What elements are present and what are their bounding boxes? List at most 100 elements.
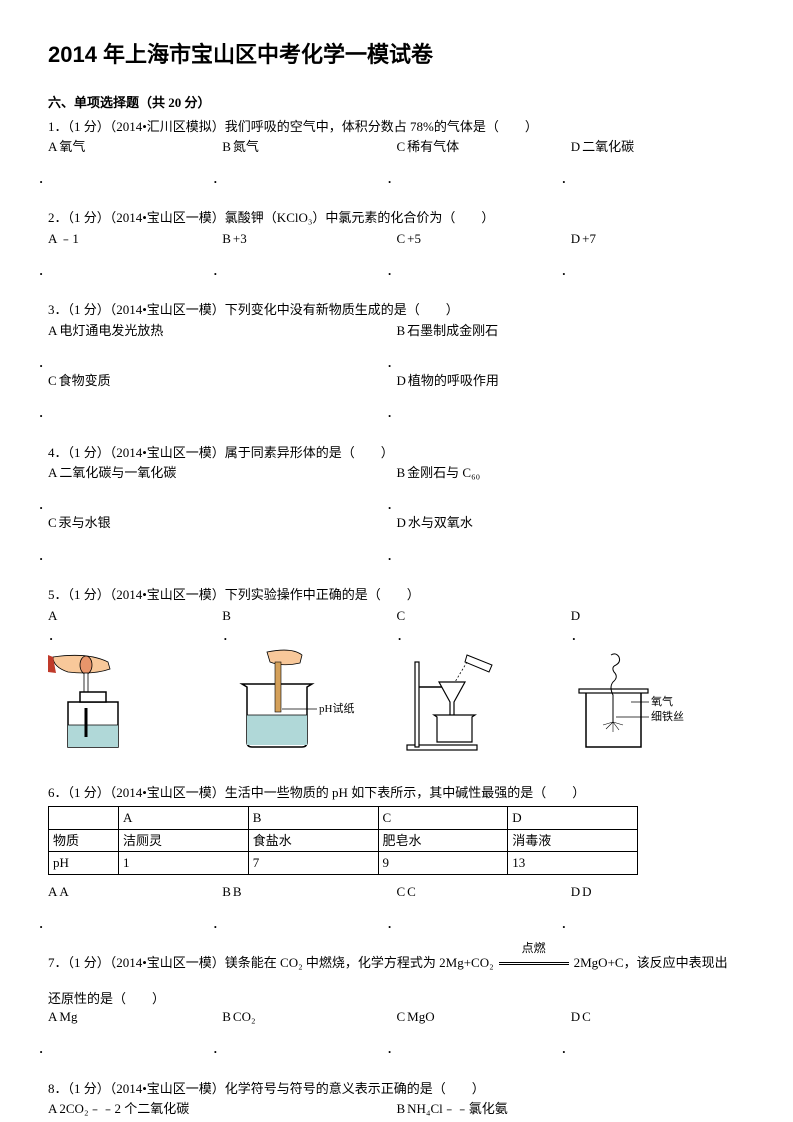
q5-image-d-combustion-icon: 氧气 细铁丝 <box>571 647 711 757</box>
q7-opt-d: C <box>582 1008 591 1026</box>
q6-r0c1: 洁厕灵 <box>119 829 249 852</box>
dot: ． <box>387 262 422 280</box>
q2-opt-b-letter: B <box>222 230 231 248</box>
q1-opt-a-letter: A <box>48 138 57 156</box>
q5-stem: 5．（1 分）（2014•宝山区一模）下列实验操作中正确的是（ ） <box>48 585 745 605</box>
q6-r1c4: 13 <box>508 852 638 875</box>
q1-opt-c-letter: C <box>397 138 406 156</box>
dot: ． <box>38 547 111 565</box>
q4-opt-a-letter: A <box>48 464 57 482</box>
q6-th-3: C <box>378 807 508 830</box>
q3-opt-b: 石墨制成金刚石 <box>407 322 498 340</box>
q2-opt-a: ﹣1 <box>59 230 79 248</box>
q7-stem-after: 2MgO+C，该反应中表现出 <box>574 955 728 970</box>
q1-opt-b-letter: B <box>222 138 231 156</box>
q6-r0c2: 食盐水 <box>248 829 378 852</box>
q6-th-0 <box>49 807 119 830</box>
q8-opt-b-letter: B <box>397 1100 406 1118</box>
dot: ． <box>38 1040 77 1058</box>
q6-opt-d-letter: D <box>571 883 580 901</box>
q5-image-b-ph-icon: pH试纸 <box>222 647 362 757</box>
svg-text:pH试纸: pH试纸 <box>319 702 354 715</box>
dot: ． <box>38 170 85 188</box>
q4-opt-b: 金刚石与 C₆₀ <box>407 464 480 482</box>
q2-opt-c-letter: C <box>397 230 406 248</box>
q1-opt-c: 稀有气体 <box>407 138 459 156</box>
section-header: 六、单项选择题（共 20 分） <box>48 93 745 113</box>
q7-stem-line2: 还原性的是（ ） <box>48 989 745 1009</box>
q4-opt-c-letter: C <box>48 514 57 532</box>
question-6: 6．（1 分）（2014•宝山区一模）生活中一些物质的 pH 如下表所示，其中碱… <box>48 783 745 933</box>
q6-opt-b-letter: B <box>222 883 231 901</box>
q6-r0c0: 物质 <box>49 829 119 852</box>
dot: ． <box>387 547 473 565</box>
q3-opt-b-letter: B <box>397 322 406 340</box>
q3-stem: 3．（1 分）（2014•宝山区一模）下列变化中没有新物质生成的是（ ） <box>48 300 745 320</box>
question-2: 2．（1 分）（2014•宝山区一模）氯酸钾（KClO₃）中氯元素的化合价为（ … <box>48 208 745 280</box>
question-7: 7．（1 分）（2014•宝山区一模）镁条能在 CO₂ 中燃烧，化学方程式为 2… <box>48 953 745 1058</box>
q4-opt-d-letter: D <box>397 514 406 532</box>
dot: ． <box>212 170 259 188</box>
q5-image-c-filtration-icon <box>397 647 537 757</box>
q6-stem: 6．（1 分）（2014•宝山区一模）生活中一些物质的 pH 如下表所示，其中碱… <box>48 783 745 803</box>
dot: ． <box>561 915 592 933</box>
q7-opt-a: Mg <box>59 1008 77 1026</box>
dot: ． <box>38 404 111 422</box>
q5-opt-b-letter: B． <box>222 606 396 645</box>
dot: ． <box>387 1040 435 1058</box>
q5-opt-c-letter: C． <box>397 606 571 645</box>
q6-opt-b: B <box>233 883 242 901</box>
dot: ． <box>387 496 481 514</box>
q7-opt-c: MgO <box>407 1008 434 1026</box>
q7-stem: 7．（1 分）（2014•宝山区一模）镁条能在 CO₂ 中燃烧，化学方程式为 2… <box>48 953 745 973</box>
question-4: 4．（1 分）（2014•宝山区一模）属于同素异形体的是（ ） A二氧化碳与一氧… <box>48 443 745 565</box>
q6-opt-d: D <box>582 883 591 901</box>
q3-opt-d-letter: D <box>397 372 406 390</box>
q6-opt-c: C <box>407 883 416 901</box>
q1-opt-a: 氧气 <box>59 138 85 156</box>
q6-r1c3: 9 <box>378 852 508 875</box>
question-1: 1．（1 分）（2014•汇川区模拟）我们呼吸的空气中，体积分数占 78%的气体… <box>48 117 745 189</box>
q4-opt-b-letter: B <box>397 464 406 482</box>
q6-th-1: A <box>119 807 249 830</box>
q5-opt-a-letter: A． <box>48 606 222 645</box>
q6-r0c3: 肥皂水 <box>378 829 508 852</box>
q2-opt-d-letter: D <box>571 230 580 248</box>
dot: ． <box>38 496 176 514</box>
dot: ． <box>387 404 499 422</box>
q6-opt-a-letter: A <box>48 883 57 901</box>
reaction-arrow-icon: 点燃 <box>494 953 574 973</box>
dot: ． <box>561 170 634 188</box>
q6-r1c0: pH <box>49 852 119 875</box>
q1-opt-b: 氮气 <box>233 138 259 156</box>
q3-opt-c-letter: C <box>48 372 57 390</box>
q3-opt-d: 植物的呼吸作用 <box>408 372 499 390</box>
q4-opt-d: 水与双氧水 <box>408 514 473 532</box>
q2-opt-b: +3 <box>233 230 247 248</box>
q2-opt-d: +7 <box>582 230 596 248</box>
q6-r1c2: 7 <box>248 852 378 875</box>
svg-text:细铁丝: 细铁丝 <box>651 710 684 723</box>
q5-opt-d-letter: D． <box>571 606 745 645</box>
q7-stem-before: 7．（1 分）（2014•宝山区一模）镁条能在 CO₂ 中燃烧，化学方程式为 2… <box>48 955 494 970</box>
page-title: 2014 年上海市宝山区中考化学一模试卷 <box>48 38 745 71</box>
q8-opt-b: NH₄Cl﹣﹣氯化氨 <box>407 1100 508 1118</box>
q4-opt-c: 汞与水银 <box>59 514 111 532</box>
q3-opt-a: 电灯通电发光放热 <box>59 322 163 340</box>
q7-opt-a-letter: A <box>48 1008 57 1026</box>
q8-opt-a-letter: A <box>48 1100 57 1118</box>
dot: ． <box>212 915 241 933</box>
dot: ． <box>38 262 79 280</box>
q6-r1c1: 1 <box>119 852 249 875</box>
dot: ． <box>387 170 460 188</box>
svg-text:氧气: 氧气 <box>651 694 673 708</box>
q2-stem: 2．（1 分）（2014•宝山区一模）氯酸钾（KClO₃）中氯元素的化合价为（ … <box>48 208 745 228</box>
dot: ． <box>212 1040 255 1058</box>
q6-opt-a: A <box>59 883 68 901</box>
q4-stem: 4．（1 分）（2014•宝山区一模）属于同素异形体的是（ ） <box>48 443 745 463</box>
dot: ． <box>387 354 499 372</box>
q6-opt-c-letter: C <box>397 883 406 901</box>
q6-table: A B C D 物质 洁厕灵 食盐水 肥皂水 消毒液 pH 1 7 9 13 <box>48 806 638 875</box>
q5-image-a-dropper-icon <box>48 647 188 757</box>
q6-th-2: B <box>248 807 378 830</box>
